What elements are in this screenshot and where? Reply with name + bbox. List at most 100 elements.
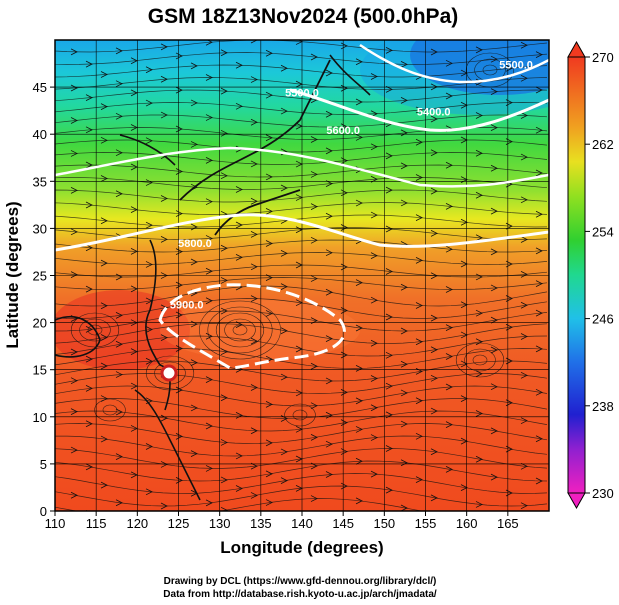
flow-arrow [175, 477, 183, 484]
flow-arrow [310, 236, 318, 244]
flow-arrow [265, 499, 273, 506]
flow-arrow [415, 138, 423, 146]
flow-arrow [205, 235, 213, 242]
flow-arrow [115, 371, 123, 378]
flow-arrow [445, 466, 453, 473]
flow-arrow [70, 150, 78, 157]
x-tick-label: 110 [45, 516, 66, 531]
plot-area: 5400.0 5500.0 5600.0 5800.0 5900.0 5500.0 [55, 40, 549, 518]
flow-arrow [400, 360, 408, 368]
flow-arrow [535, 388, 543, 396]
credit-line-2: Data from http://database.rish.kyoto-u.a… [163, 589, 437, 600]
flow-arrow [370, 470, 378, 478]
colorbar-scale [567, 56, 586, 494]
flow-arrow [175, 248, 183, 255]
flow-arrow [400, 283, 408, 291]
streamline [55, 448, 548, 469]
flow-arrow [70, 491, 78, 499]
flow-arrow [535, 169, 543, 177]
flow-arrow [250, 263, 258, 271]
flow-arrow [115, 273, 123, 281]
flow-arrow [265, 310, 273, 317]
flow-arrow [460, 218, 468, 226]
streamline [55, 310, 548, 332]
flow-arrow [415, 432, 423, 440]
y-tick-label: 40 [33, 127, 47, 142]
warm-pool-center [160, 300, 360, 360]
flow-arrow [400, 199, 408, 207]
flow-arrow [400, 327, 408, 335]
flow-arrow [325, 249, 333, 257]
flow-arrow [520, 196, 528, 204]
y-tick-label: 20 [33, 316, 47, 331]
flow-arrow [115, 340, 123, 348]
flow-arrow [130, 206, 138, 213]
flow-arrow [535, 247, 543, 255]
streamline [55, 435, 548, 457]
flow-arrow [235, 61, 243, 69]
x-tick-label: 135 [250, 516, 272, 531]
streamline [55, 264, 548, 278]
flow-arrow [415, 367, 423, 375]
flow-arrow [250, 160, 258, 168]
flow-arrow [85, 201, 93, 209]
flow-arrow [310, 136, 318, 143]
flow-arrow [325, 147, 333, 155]
streamline [55, 335, 548, 357]
flow-arrow [520, 371, 528, 379]
streamline [55, 152, 548, 165]
flow-arrow [145, 443, 153, 450]
flow-arrow [100, 71, 108, 78]
y-tick-label: 10 [33, 410, 47, 425]
flow-arrow [385, 486, 393, 494]
flow-arrow [475, 273, 483, 281]
flow-arrow [160, 75, 168, 83]
flow-arrow [535, 86, 543, 94]
flow-arrow [460, 395, 468, 402]
flow-arrow [160, 334, 168, 341]
streamline [55, 189, 548, 203]
streamlines [55, 40, 548, 518]
flow-arrow [325, 411, 333, 419]
flow-arrow [475, 234, 483, 242]
flow-arrow [310, 402, 318, 410]
streamline [55, 102, 548, 115]
flow-arrow [415, 174, 423, 181]
flow-arrow [325, 377, 333, 385]
flow-arrow [190, 62, 198, 70]
flow-arrow [250, 197, 258, 205]
flow-arrow [536, 512, 542, 518]
flow-arrow [70, 84, 78, 92]
streamline [55, 360, 548, 382]
flow-arrow [475, 149, 483, 157]
streamline [55, 177, 548, 190]
x-tick-label: 155 [415, 516, 437, 531]
flow-arrow [400, 162, 408, 170]
colorbar-tick-label: 238 [592, 399, 614, 414]
flow-arrow [130, 382, 138, 390]
flow-arrow [385, 313, 393, 321]
flow-arrow [475, 501, 483, 508]
flow-arrow [235, 253, 243, 261]
flow-arrow [475, 338, 483, 346]
colorbar-tick-label: 262 [592, 137, 614, 152]
flow-arrow [265, 470, 273, 478]
flow-arrow [490, 427, 498, 435]
flow-arrow [535, 477, 543, 485]
flow-arrow [220, 87, 228, 95]
flow-arrow [385, 225, 393, 233]
flow-arrow [100, 217, 108, 225]
flow-arrow [355, 58, 363, 66]
flow-arrow [175, 168, 183, 175]
flow-arrow [100, 103, 108, 111]
flow-arrow [385, 445, 393, 452]
flow-arrow [160, 502, 168, 510]
flow-arrow [280, 283, 288, 291]
flow-arrow [250, 295, 258, 302]
vortex-ring [70, 312, 120, 348]
flow-arrow [355, 426, 363, 433]
flow-arrow [490, 284, 498, 292]
flow-arrow [520, 502, 528, 510]
x-tick-label: 120 [126, 516, 148, 531]
